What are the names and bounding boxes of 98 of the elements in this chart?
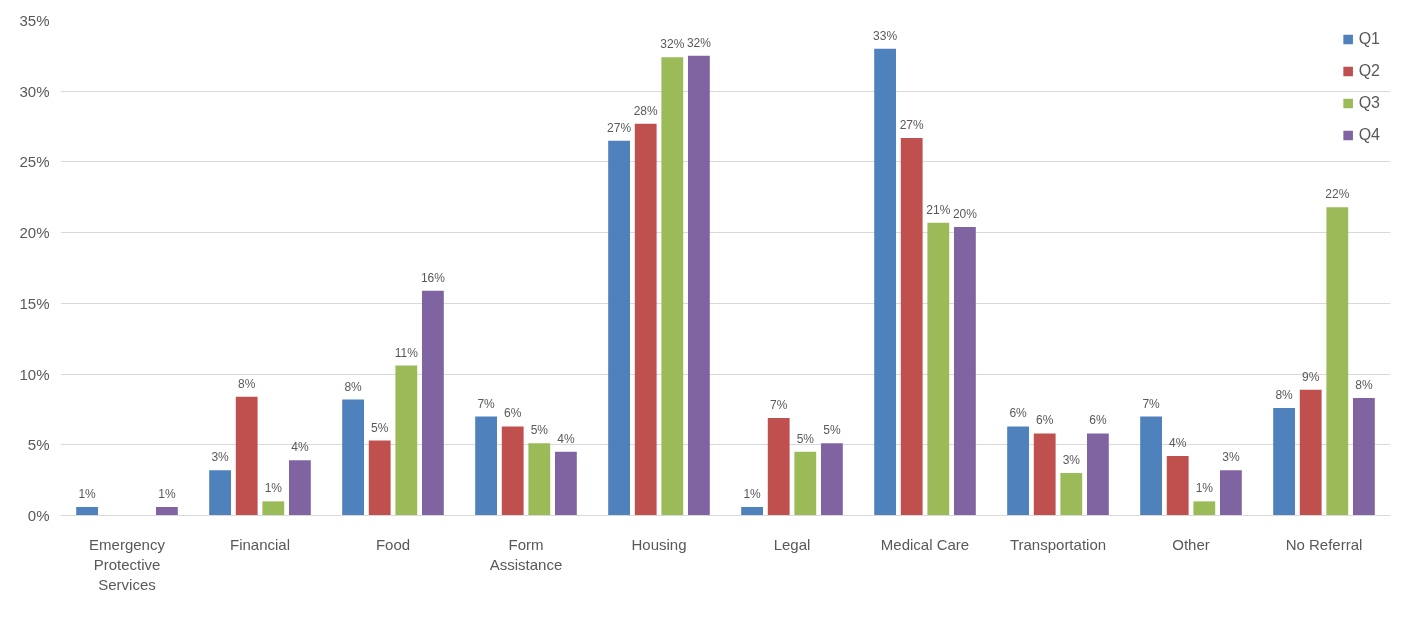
bar bbox=[874, 48, 897, 516]
data-label: 27% bbox=[607, 120, 632, 135]
bar bbox=[1352, 398, 1375, 516]
bar bbox=[1326, 207, 1349, 516]
bar bbox=[235, 396, 258, 516]
data-label: 3% bbox=[1062, 453, 1081, 468]
data-label: 5% bbox=[823, 423, 841, 438]
bar bbox=[1193, 501, 1216, 516]
bar bbox=[900, 137, 923, 516]
y-tick-label: 35% bbox=[19, 12, 50, 29]
bar bbox=[421, 290, 444, 516]
bar bbox=[1007, 426, 1030, 516]
data-label: 1% bbox=[158, 487, 176, 502]
data-label: 11% bbox=[394, 345, 419, 360]
y-tick-label: 10% bbox=[19, 365, 50, 383]
data-label: 6% bbox=[1009, 406, 1028, 421]
bar bbox=[1033, 433, 1056, 516]
data-label: 4% bbox=[557, 431, 575, 446]
bar bbox=[1140, 416, 1163, 516]
data-label: 5% bbox=[530, 423, 549, 438]
bar bbox=[475, 416, 498, 516]
data-label: 6% bbox=[1089, 413, 1107, 428]
data-label: 7% bbox=[477, 396, 496, 411]
y-tick-label: 0% bbox=[27, 507, 50, 524]
x-tick-label: Transportation bbox=[1009, 535, 1107, 553]
bar bbox=[1166, 456, 1189, 516]
bar bbox=[741, 507, 764, 516]
data-label: 8% bbox=[1355, 378, 1373, 393]
data-label: 8% bbox=[238, 376, 256, 391]
bar bbox=[1086, 433, 1109, 516]
x-tick-label: No Referral bbox=[1285, 535, 1363, 553]
y-tick-label: 30% bbox=[19, 82, 50, 100]
data-label: 8% bbox=[1275, 388, 1294, 403]
data-label: 16% bbox=[420, 270, 446, 285]
data-label: 28% bbox=[633, 103, 659, 118]
x-tick-label: Emergency Protective Services bbox=[89, 535, 166, 594]
legend-label: Q2 bbox=[1358, 62, 1380, 80]
data-label: 32% bbox=[660, 37, 685, 52]
bar bbox=[634, 123, 657, 516]
data-label: 22% bbox=[1325, 187, 1350, 202]
bar bbox=[1273, 408, 1296, 516]
data-label: 1% bbox=[1195, 481, 1214, 496]
bar bbox=[927, 222, 950, 516]
data-label: 7% bbox=[1142, 396, 1161, 411]
data-label: 27% bbox=[899, 117, 925, 132]
y-tick-label: 5% bbox=[27, 436, 50, 454]
bar bbox=[661, 57, 684, 516]
bar bbox=[528, 443, 551, 516]
bar bbox=[554, 451, 577, 516]
data-label: 1% bbox=[264, 481, 283, 496]
bar bbox=[820, 443, 843, 516]
data-label: 1% bbox=[78, 487, 97, 502]
data-label: 4% bbox=[291, 440, 309, 455]
x-tick-label: Medical Care bbox=[880, 535, 970, 553]
x-tick-label: Legal bbox=[773, 535, 811, 553]
data-label: 6% bbox=[504, 406, 522, 421]
y-tick-label: 20% bbox=[19, 224, 50, 242]
y-tick-label: 15% bbox=[19, 294, 50, 312]
data-label: 3% bbox=[211, 450, 230, 465]
data-label: 5% bbox=[371, 420, 389, 435]
bar bbox=[687, 55, 710, 516]
x-tick-label: Food bbox=[375, 535, 411, 553]
legend-label: Q1 bbox=[1358, 30, 1380, 48]
data-label: 21% bbox=[926, 202, 951, 217]
x-tick-label: Other bbox=[1172, 535, 1210, 553]
bar bbox=[262, 501, 285, 516]
bar bbox=[1219, 470, 1242, 516]
data-label: 6% bbox=[1036, 413, 1054, 428]
bar bbox=[1060, 473, 1083, 516]
bar bbox=[608, 140, 631, 516]
bar bbox=[76, 507, 99, 516]
x-tick-label: Housing bbox=[631, 535, 687, 553]
x-tick-label: Form Assistance bbox=[489, 535, 563, 573]
bar bbox=[1299, 389, 1322, 516]
bar bbox=[155, 507, 178, 516]
data-label: 5% bbox=[796, 431, 815, 446]
bar bbox=[767, 417, 790, 516]
data-label: 4% bbox=[1169, 436, 1187, 451]
data-label: 1% bbox=[743, 487, 762, 502]
data-label: 7% bbox=[770, 397, 788, 412]
y-tick-label: 25% bbox=[19, 153, 50, 171]
bar bbox=[953, 226, 976, 516]
bar bbox=[288, 460, 311, 516]
bar bbox=[395, 365, 418, 516]
data-label: 3% bbox=[1222, 450, 1240, 465]
x-tick-label: Financial bbox=[229, 535, 291, 553]
legend-label: Q4 bbox=[1358, 126, 1380, 144]
legend-label: Q3 bbox=[1358, 94, 1380, 112]
bar bbox=[501, 426, 524, 516]
bar bbox=[209, 470, 232, 516]
bar bbox=[342, 399, 365, 516]
data-label: 32% bbox=[686, 35, 712, 50]
bar bbox=[794, 451, 817, 516]
bar bbox=[368, 440, 391, 516]
data-label: 33% bbox=[873, 28, 898, 43]
data-label: 8% bbox=[344, 379, 363, 394]
data-label: 20% bbox=[952, 206, 978, 221]
data-label: 9% bbox=[1302, 369, 1320, 384]
